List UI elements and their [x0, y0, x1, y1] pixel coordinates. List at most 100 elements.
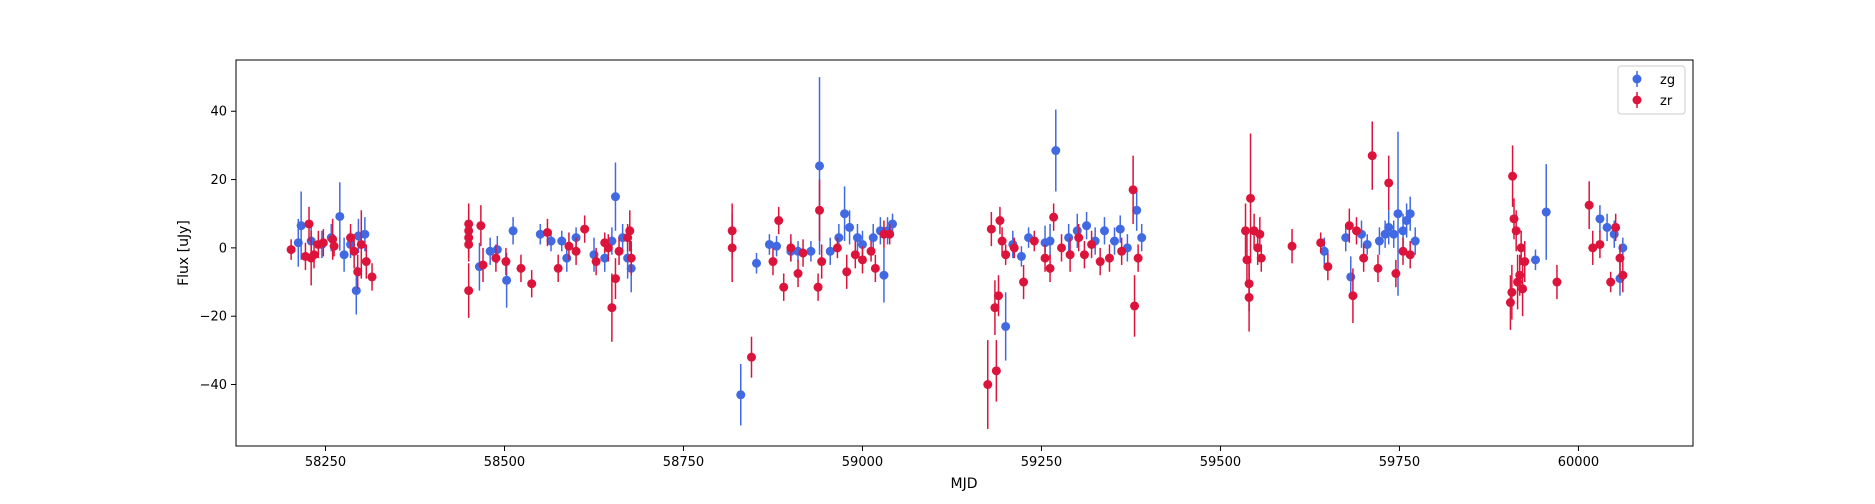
legend-zg-marker: [1632, 74, 1642, 84]
data-point-zr: [353, 267, 363, 277]
y-axis: −40 −20 0 20 40: [200, 105, 236, 393]
data-point-zg: [492, 245, 502, 255]
data-point-zr: [1518, 284, 1528, 294]
x-tick-label: 58250: [305, 455, 346, 470]
data-point-zg: [1609, 229, 1619, 239]
data-point-zr: [1405, 250, 1415, 260]
data-point-zg: [1402, 216, 1412, 226]
data-point-zr: [813, 282, 823, 292]
series-zr: [286, 121, 1628, 429]
data-point-zr: [349, 246, 359, 256]
data-point-zg: [857, 239, 867, 249]
legend: zg zr: [1617, 65, 1686, 115]
data-point-zr: [793, 268, 803, 278]
data-point-zg: [1137, 233, 1147, 243]
data-point-zr: [361, 257, 371, 267]
data-point-zr: [1552, 277, 1562, 287]
data-point-zg: [1541, 207, 1551, 217]
data-point-zr: [1045, 263, 1055, 273]
data-point-zr: [1019, 277, 1029, 287]
data-point-zr: [367, 272, 377, 282]
data-point-zr: [1079, 250, 1089, 260]
data-point-zg: [1405, 209, 1415, 219]
data-point-zr: [1373, 263, 1383, 273]
data-point-zr: [866, 246, 876, 256]
data-point-zg: [815, 161, 825, 171]
data-point-zr: [1509, 214, 1519, 224]
data-point-zr: [571, 246, 581, 256]
data-point-zr: [768, 257, 778, 267]
data-point-zg: [1398, 226, 1408, 236]
data-point-zr: [329, 241, 339, 251]
x-tick-label: 59250: [1021, 455, 1062, 470]
data-point-zg: [825, 246, 835, 256]
data-point-zg: [610, 192, 620, 202]
data-point-zr: [625, 226, 635, 236]
data-point-zr: [564, 241, 574, 251]
data-point-zr: [491, 253, 501, 263]
data-point-zg: [339, 250, 349, 260]
data-point-zr: [1348, 291, 1358, 301]
data-point-zg: [840, 209, 850, 219]
data-point-zr: [991, 366, 1001, 376]
legend-item-zr: zr: [1632, 92, 1673, 109]
data-point-zr: [1508, 171, 1518, 181]
data-point-zr: [607, 303, 617, 313]
data-point-zg: [1346, 272, 1356, 282]
data-point-zg: [1109, 236, 1119, 246]
data-point-zg: [736, 390, 746, 400]
data-point-zr: [1595, 239, 1605, 249]
data-point-zg: [1319, 246, 1329, 256]
data-point-zg: [562, 253, 572, 263]
data-point-zr: [986, 224, 996, 234]
data-point-zr: [501, 257, 511, 267]
data-point-zr: [727, 243, 737, 253]
y-tick-label: 20: [210, 173, 227, 188]
data-point-zr: [1316, 238, 1326, 248]
data-point-zg: [557, 236, 567, 246]
data-point-zr: [798, 248, 808, 258]
data-point-zg: [834, 233, 844, 243]
data-point-zg: [1099, 226, 1109, 236]
data-point-zg: [806, 246, 816, 256]
data-point-zr: [1087, 239, 1097, 249]
data-point-zr: [553, 263, 563, 273]
legend-zr-marker: [1632, 95, 1642, 105]
data-point-zr: [464, 239, 474, 249]
data-point-zg: [764, 239, 774, 249]
y-tick-label: 40: [210, 105, 227, 120]
data-point-zg: [1016, 251, 1026, 261]
data-point-zr: [817, 257, 827, 267]
data-point-zg: [1001, 321, 1011, 331]
data-point-zr: [1520, 257, 1530, 267]
data-point-zg: [1374, 236, 1384, 246]
data-point-zr: [746, 352, 756, 362]
data-point-zg: [600, 253, 610, 263]
data-point-zg: [296, 221, 306, 231]
data-point-zr: [774, 216, 784, 226]
data-point-zg: [535, 229, 545, 239]
data-point-zg: [1389, 229, 1399, 239]
data-point-zr: [1584, 200, 1594, 210]
legend-item-zg: zg: [1632, 71, 1675, 88]
data-point-zg: [508, 226, 518, 236]
data-point-zr: [885, 229, 895, 239]
data-point-zg: [607, 236, 617, 246]
data-point-zr: [994, 291, 1004, 301]
data-point-zg: [852, 233, 862, 243]
x-axis-label: MJD: [951, 476, 978, 492]
plot-area-frame: [235, 59, 1694, 447]
data-point-zr: [476, 221, 486, 231]
data-point-zg: [1064, 233, 1074, 243]
data-point-zr: [346, 233, 356, 243]
data-point-zr: [1246, 193, 1256, 203]
data-point-zg: [351, 286, 361, 296]
data-point-zg: [752, 258, 762, 268]
data-point-zr: [328, 234, 338, 244]
data-point-zr: [1606, 277, 1616, 287]
data-point-zg: [1380, 229, 1390, 239]
data-point-zr: [591, 257, 601, 267]
data-point-zg: [868, 233, 878, 243]
x-tick-label: 58500: [484, 455, 525, 470]
data-point-zr: [1359, 253, 1369, 263]
